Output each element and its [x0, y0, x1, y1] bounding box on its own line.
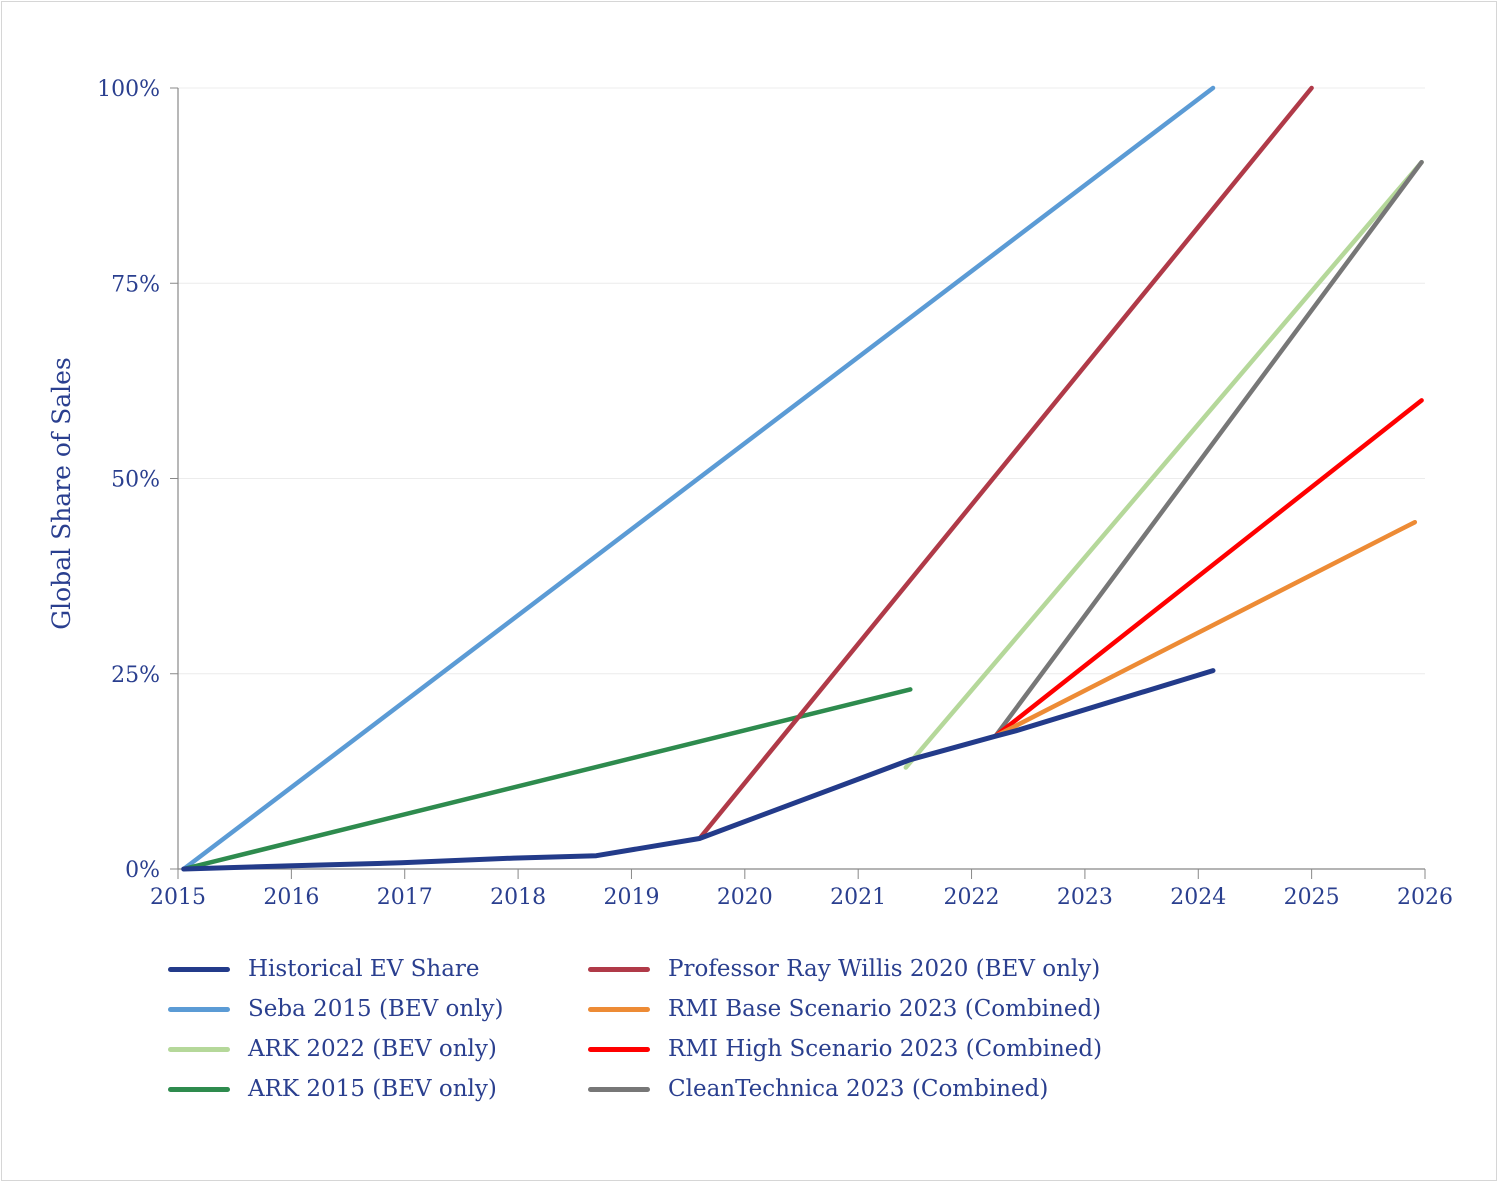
series-line-ark-2015-bev-only: [181, 687, 913, 872]
y-tick-label: 0%: [125, 858, 160, 883]
x-tick-label: 2021: [830, 885, 886, 910]
legend-swatch: [588, 1006, 650, 1012]
legend-swatch: [168, 1086, 230, 1092]
legend-label: Seba 2015 (BEV only): [248, 996, 504, 1022]
x-tick-label: 2017: [377, 885, 433, 910]
legend-label: RMI High Scenario 2023 (Combined): [668, 1036, 1103, 1062]
x-tick-label: 2018: [490, 885, 546, 910]
y-tick-label: 50%: [111, 468, 160, 493]
series-line-cleantechnica-2023-combined: [993, 159, 1424, 739]
x-tick-label: 2025: [1284, 885, 1340, 910]
x-tick-label: 2015: [150, 885, 206, 910]
legend-label: RMI Base Scenario 2023 (Combined): [668, 996, 1102, 1022]
legend-swatch: [168, 966, 230, 972]
x-tick-label: 2022: [944, 885, 1000, 910]
y-tick-label: 25%: [111, 663, 160, 688]
legend-item-cleantechnica: CleanTechnica 2023 (Combined): [588, 1075, 1148, 1103]
series-line-historical-ev-share: [181, 668, 1216, 872]
series-line-professor-ray-willis-2020-bev-only: [697, 85, 1314, 841]
series-line-rmi-base-scenario-2023-combined: [993, 519, 1418, 739]
legend-item-ark-2015: ARK 2015 (BEV only): [168, 1075, 588, 1103]
legend-item-rmi-high: RMI High Scenario 2023 (Combined): [588, 1035, 1148, 1063]
legend-item-willis: Professor Ray Willis 2020 (BEV only): [588, 955, 1148, 983]
legend-label: Professor Ray Willis 2020 (BEV only): [668, 956, 1101, 982]
legend-item-rmi-base: RMI Base Scenario 2023 (Combined): [588, 995, 1148, 1023]
legend-label: ARK 2015 (BEV only): [248, 1076, 497, 1102]
series-line-seba-2015-bev-only: [181, 85, 1216, 872]
y-tick-label: 75%: [111, 272, 160, 297]
legend-swatch: [168, 1046, 230, 1052]
y-tick-label: 100%: [97, 77, 160, 102]
legend-label: Historical EV Share: [248, 956, 480, 982]
series-line-rmi-high-scenario-2023-combined: [993, 398, 1424, 739]
legend-label: ARK 2022 (BEV only): [248, 1036, 497, 1062]
legend: Historical EV Share Professor Ray Willis…: [168, 955, 1168, 1103]
series-line-ark-2022-bev-only: [903, 159, 1424, 770]
x-tick-label: 2019: [603, 885, 659, 910]
legend-swatch: [588, 966, 650, 972]
legend-swatch: [588, 1086, 650, 1092]
x-tick-label: 2026: [1397, 885, 1453, 910]
legend-swatch: [168, 1006, 230, 1012]
legend-item-seba: Seba 2015 (BEV only): [168, 995, 588, 1023]
legend-label: CleanTechnica 2023 (Combined): [668, 1076, 1049, 1102]
x-tick-label: 2016: [263, 885, 319, 910]
y-axis-label: Global Share of Sales: [47, 357, 76, 630]
legend-item-ark-2022: ARK 2022 (BEV only): [168, 1035, 588, 1063]
legend-swatch: [588, 1046, 650, 1052]
legend-item-historical: Historical EV Share: [168, 955, 588, 983]
x-tick-label: 2024: [1170, 885, 1226, 910]
x-tick-label: 2020: [717, 885, 773, 910]
x-tick-label: 2023: [1057, 885, 1113, 910]
